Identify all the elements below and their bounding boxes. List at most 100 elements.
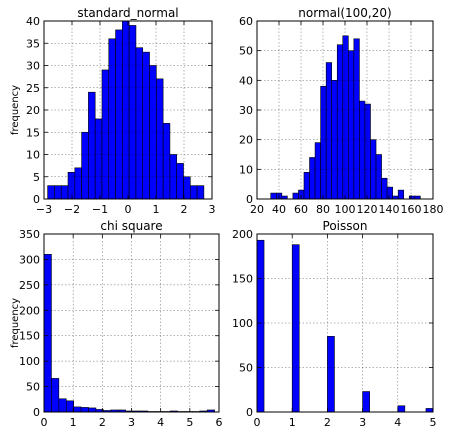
x-tick-label: −1 bbox=[92, 203, 108, 216]
histogram-bar bbox=[309, 157, 316, 200]
histogram-bar bbox=[336, 44, 344, 200]
histogram-bar bbox=[381, 177, 388, 200]
x-tick-label: −2 bbox=[64, 203, 80, 216]
y-tick-label: 20 bbox=[239, 134, 253, 147]
histogram-bar bbox=[362, 391, 370, 413]
y-tick-label: 250 bbox=[19, 279, 40, 292]
histogram-bar bbox=[342, 35, 349, 200]
histogram-bar bbox=[303, 172, 310, 200]
x-tick-label: 120 bbox=[357, 203, 378, 216]
histogram-bar bbox=[292, 192, 299, 200]
y-tick-label: 0 bbox=[246, 406, 253, 419]
histogram-bar bbox=[128, 25, 137, 200]
y-tick-label: 0 bbox=[33, 406, 40, 419]
y-tick-label: 10 bbox=[26, 149, 40, 162]
y-tick-label: 0 bbox=[33, 193, 40, 206]
histogram-bar bbox=[291, 244, 300, 413]
x-tick-label: 1 bbox=[289, 416, 296, 429]
chart-panel-1: 20 40 60 80 100 120 140 160 180 0 10 20 30 40 50 60 norm… bbox=[239, 6, 444, 216]
x-tick-label: 100 bbox=[335, 203, 356, 216]
y-tick-label: 100 bbox=[19, 355, 40, 368]
y-tick-label: 10 bbox=[239, 163, 253, 176]
histogram-bar bbox=[51, 378, 60, 413]
histogram-bar bbox=[54, 185, 62, 200]
x-tick-label: 140 bbox=[379, 203, 400, 216]
histogram-bar bbox=[196, 185, 205, 200]
histogram-bar bbox=[88, 91, 96, 200]
histogram-bar bbox=[327, 336, 335, 413]
histogram-bar bbox=[43, 254, 52, 413]
histogram-bar bbox=[189, 185, 198, 200]
histogram-bar bbox=[386, 186, 393, 200]
histogram-bar bbox=[176, 163, 184, 200]
histogram-bar bbox=[101, 69, 110, 200]
y-tick-label: 20 bbox=[26, 104, 40, 117]
histogram-bar bbox=[397, 405, 406, 413]
x-tick-label: 2 bbox=[99, 416, 106, 429]
histogram-bar bbox=[314, 142, 321, 200]
histogram-bar bbox=[183, 176, 191, 200]
histogram-bar bbox=[348, 50, 355, 200]
y-tick-label: 40 bbox=[26, 15, 40, 28]
x-tick-label: 5 bbox=[186, 416, 193, 429]
x-tick-label: 0 bbox=[254, 416, 261, 429]
histogram-bar bbox=[65, 400, 74, 413]
chart-title: normal(100,20) bbox=[298, 6, 391, 20]
y-tick-label: 150 bbox=[19, 330, 40, 343]
histogram-bar bbox=[60, 185, 69, 200]
histogram-bar bbox=[364, 103, 371, 200]
y-tick-label: 200 bbox=[19, 304, 40, 317]
y-tick-label: 25 bbox=[26, 82, 40, 95]
chart-title: standard_normal bbox=[77, 6, 178, 20]
chart-panel-0: −3 −2 −1 0 1 2 30510152025303540standard_norma… bbox=[10, 6, 216, 216]
x-tick-label: 40 bbox=[272, 203, 286, 216]
histogram-bar bbox=[74, 167, 82, 200]
histogram-bar bbox=[320, 85, 327, 200]
y-tick-label: 30 bbox=[239, 104, 253, 117]
histogram-bar bbox=[397, 189, 405, 200]
chart-title: chi square bbox=[100, 219, 162, 233]
x-tick-label: 80 bbox=[316, 203, 330, 216]
y-tick-label: 15 bbox=[26, 126, 40, 139]
y-tick-label: 200 bbox=[232, 228, 253, 241]
y-tick-label: 50 bbox=[26, 381, 40, 394]
histogram-bar bbox=[94, 118, 103, 200]
x-tick-label: 0 bbox=[125, 203, 132, 216]
histogram-bar bbox=[135, 47, 144, 200]
x-tick-label: 2 bbox=[324, 416, 331, 429]
x-tick-label: 20 bbox=[250, 203, 264, 216]
histogram-bar bbox=[359, 100, 366, 200]
histogram-bar bbox=[256, 239, 265, 413]
y-tick-label: 50 bbox=[239, 362, 253, 375]
histogram-bar bbox=[67, 172, 76, 200]
x-tick-label: 5 bbox=[430, 416, 437, 429]
x-tick-label: 180 bbox=[423, 203, 444, 216]
x-tick-label: 4 bbox=[394, 416, 401, 429]
histogram-bar bbox=[353, 38, 360, 200]
x-tick-label: 3 bbox=[128, 416, 135, 429]
histogram-bar bbox=[115, 29, 123, 200]
histogram-bar bbox=[108, 38, 116, 200]
y-tick-label: 40 bbox=[239, 74, 253, 87]
x-tick-label: 60 bbox=[294, 203, 308, 216]
histogram-bar bbox=[47, 185, 55, 200]
histogram-bar bbox=[162, 123, 171, 200]
chart-panel-2: 0 1 2 3 4 5 6 0 50 100 150 200 250 300 350 chi square fr… bbox=[10, 219, 223, 429]
y-tick-label: 100 bbox=[232, 317, 253, 330]
y-tick-label: 300 bbox=[19, 253, 40, 266]
x-tick-label: −3 bbox=[36, 203, 52, 216]
x-tick-label: 160 bbox=[401, 203, 422, 216]
x-tick-label: 4 bbox=[157, 416, 164, 429]
histogram-bar bbox=[270, 192, 277, 200]
y-axis-label: frequency bbox=[10, 85, 21, 135]
x-tick-label: 0 bbox=[41, 416, 48, 429]
y-tick-label: 5 bbox=[33, 171, 40, 184]
chart-title: Poisson bbox=[323, 219, 368, 233]
y-tick-label: 0 bbox=[246, 193, 253, 206]
y-axis-label: frequency bbox=[10, 298, 21, 348]
histogram-bar bbox=[73, 406, 82, 413]
histogram-bar bbox=[58, 398, 67, 413]
histogram-bar bbox=[81, 131, 89, 200]
